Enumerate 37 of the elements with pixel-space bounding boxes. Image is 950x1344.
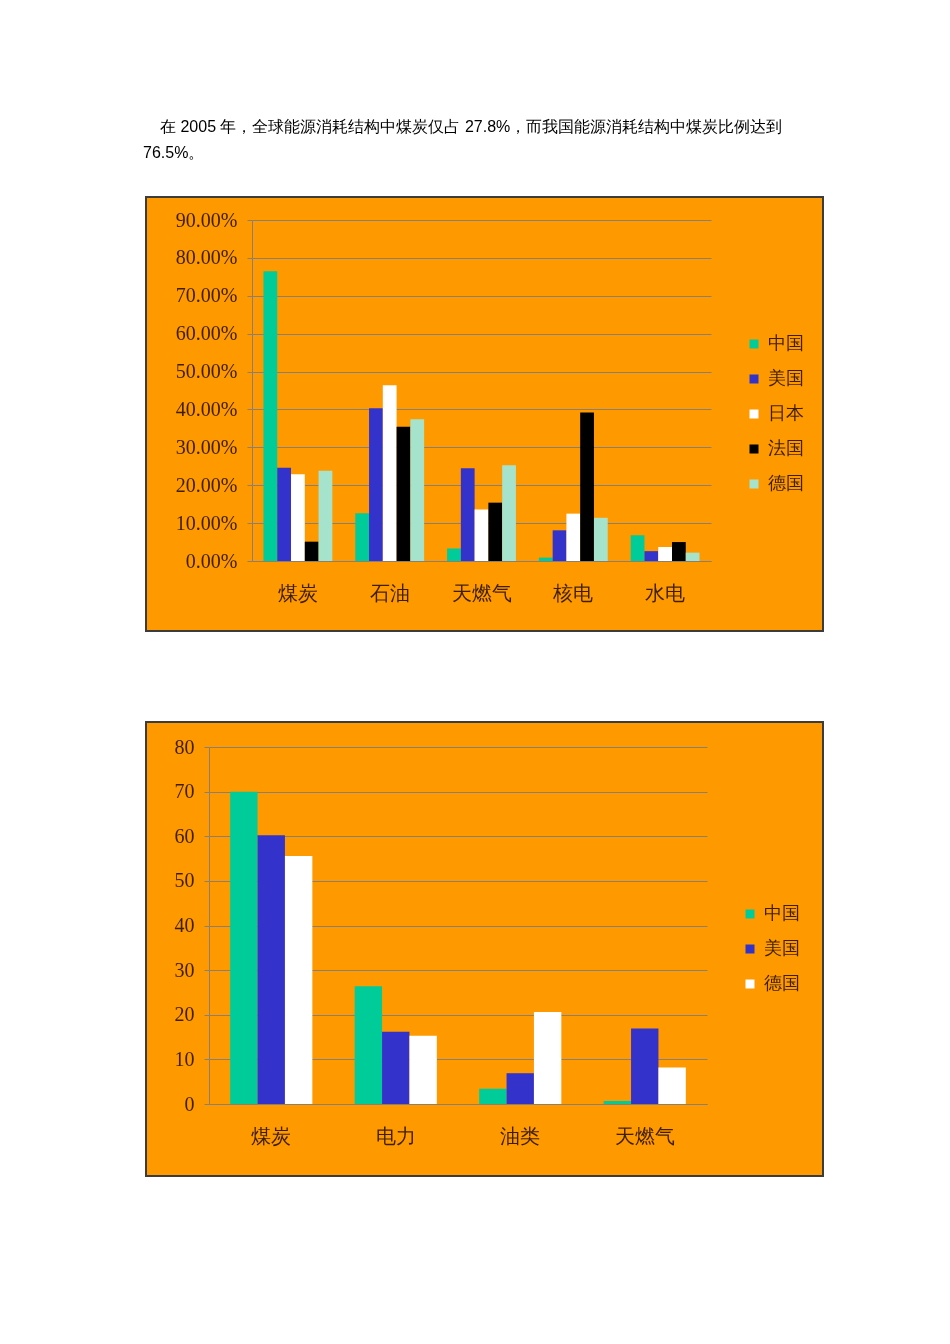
legend-label: 法国 [768, 437, 804, 458]
legend-label: 德国 [764, 972, 800, 993]
y-tick-label: 20.00% [175, 473, 238, 496]
y-tick-label: 80 [174, 735, 195, 758]
x-tick-label: 煤炭 [251, 1123, 292, 1148]
y-tick-label: 70 [174, 780, 195, 803]
y-tick-label: 0.00% [185, 549, 238, 572]
y-tick-label: 0 [184, 1092, 195, 1115]
x-tick-label: 石油 [369, 580, 410, 605]
x-tick-label: 油类 [500, 1123, 541, 1148]
y-tick-label: 40 [174, 914, 195, 936]
y-tick-label: 40.00% [175, 397, 238, 420]
y-tick-label: 10.00% [175, 511, 238, 534]
y-tick-label: 60.00% [175, 322, 238, 345]
x-tick-label: 核电 [552, 580, 594, 605]
x-tick-label: 水电 [645, 580, 686, 605]
legend-label: 德国 [768, 472, 804, 493]
y-tick-label: 60 [174, 824, 195, 847]
text: 在 2005 年，全球能源消耗结构中煤炭仅占 27.8%，而我国能源消耗结构中煤炭比例达到76.5%。 [143, 117, 784, 163]
y-tick-label: 70.00% [175, 284, 238, 307]
x-tick-label: 天燃气 [451, 580, 512, 605]
y-tick-label: 80.00% [175, 246, 238, 269]
y-tick-label: 50.00% [175, 360, 238, 383]
y-tick-label: 50 [174, 869, 195, 892]
y-tick-label: 90.00% [175, 208, 238, 231]
x-tick-label: 煤炭 [277, 580, 318, 605]
x-tick-label: 天燃气 [614, 1123, 675, 1148]
y-tick-label: 10 [174, 1047, 195, 1070]
legend-label: 美国 [764, 937, 800, 958]
legend-label: 中国 [768, 332, 804, 353]
legend-label: 美国 [768, 367, 804, 388]
y-tick-label: 20 [174, 1003, 195, 1026]
legend-label: 日本 [768, 402, 804, 423]
y-tick-label: 30.00% [175, 435, 238, 458]
y-tick-label: 30 [174, 958, 195, 981]
legend-label: 中国 [764, 902, 800, 923]
x-tick-label: 电力 [375, 1123, 416, 1148]
